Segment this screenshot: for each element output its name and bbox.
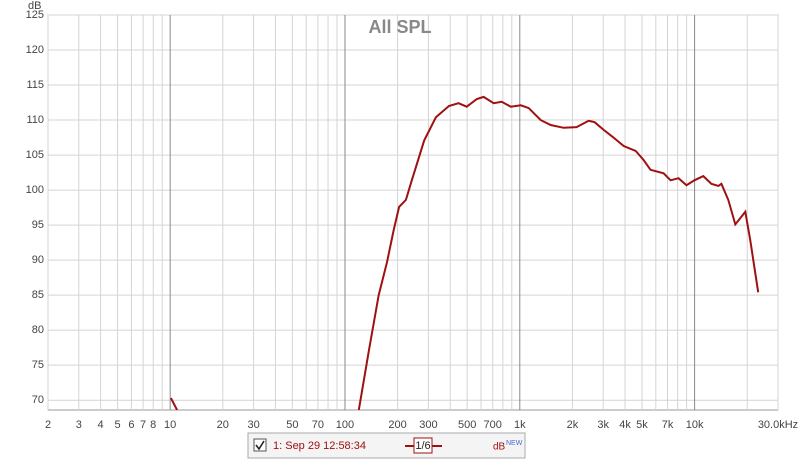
smoothing: 1/6 bbox=[415, 440, 430, 452]
legend-bar: 1: Sep 29 12:58:34 1/6 dB NEW bbox=[247, 432, 526, 459]
x-tick-label: 1k bbox=[514, 419, 526, 431]
y-tick-label: 125 bbox=[26, 9, 44, 21]
x-tick-label: 3 bbox=[76, 419, 82, 431]
x-tick-label: 30.0kHz bbox=[758, 419, 798, 431]
series-line bbox=[170, 95, 760, 410]
x-tick-label: 30 bbox=[247, 419, 259, 431]
y-tick-label: 110 bbox=[26, 114, 44, 126]
legend-box bbox=[247, 432, 526, 459]
y-tick-label: 120 bbox=[26, 44, 44, 56]
plot-area bbox=[47, 14, 779, 411]
y-tick-label: 85 bbox=[32, 289, 44, 301]
y-tick-label: 90 bbox=[32, 254, 44, 266]
smoothing-box[interactable] bbox=[413, 437, 433, 454]
y-tick-label: 95 bbox=[32, 219, 44, 231]
x-tick-label: 300 bbox=[419, 419, 437, 431]
x-tick-label: 10 bbox=[164, 419, 176, 431]
x-tick-label: 100 bbox=[336, 419, 354, 431]
x-tick-label: 6 bbox=[128, 419, 134, 431]
x-tick-label: 7 bbox=[140, 419, 146, 431]
legend-unit-badge: NEW bbox=[506, 440, 523, 447]
x-tick-label: 70 bbox=[312, 419, 324, 431]
y-tick-label: 70 bbox=[32, 394, 44, 406]
y-unit: dB bbox=[28, 0, 41, 12]
x-tick-label: 5k bbox=[636, 419, 648, 431]
x-tick-label: 500 bbox=[458, 419, 476, 431]
y-tick-label: 75 bbox=[32, 359, 44, 371]
y-tick-label: 100 bbox=[26, 184, 44, 196]
chart-title: All SPL bbox=[368, 17, 431, 37]
x-tick-label: 50 bbox=[286, 419, 298, 431]
x-tick-label: 2k bbox=[567, 419, 579, 431]
x-tick-label: 20 bbox=[217, 419, 229, 431]
legend-unit: dB bbox=[493, 442, 506, 453]
x-tick-label: 5 bbox=[114, 419, 120, 431]
x-tick-label: 8 bbox=[150, 419, 156, 431]
x-tick-label: 7k bbox=[662, 419, 674, 431]
x-tick-label: 2 bbox=[45, 419, 51, 431]
checkmark bbox=[255, 440, 265, 451]
x-tick-label: 4k bbox=[619, 419, 631, 431]
x-tick-label: 10k bbox=[686, 419, 704, 431]
x-tick-label: 700 bbox=[484, 419, 502, 431]
checkbox[interactable] bbox=[253, 438, 267, 452]
y-tick-label: 115 bbox=[26, 79, 44, 91]
x-tick-label: 200 bbox=[388, 419, 406, 431]
x-tick-label: 4 bbox=[98, 419, 104, 431]
y-tick-label: 80 bbox=[32, 324, 44, 336]
legend-entry[interactable]: 1: Sep 29 12:58:34 bbox=[273, 440, 366, 452]
y-tick-label: 105 bbox=[26, 149, 44, 161]
x-tick-label: 3k bbox=[597, 419, 609, 431]
